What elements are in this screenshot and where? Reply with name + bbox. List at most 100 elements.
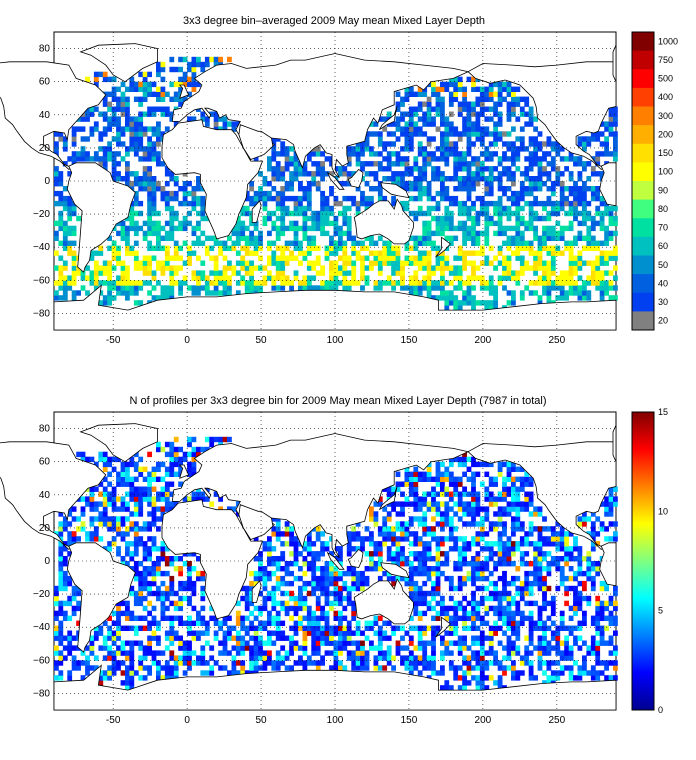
bin-cell (537, 541, 543, 547)
bin-cell (559, 205, 565, 212)
bin-cell (191, 250, 197, 256)
bin-cell (391, 541, 396, 547)
bin-cell (111, 660, 117, 666)
bin-cell (302, 640, 308, 646)
bin-cell (568, 240, 574, 246)
bin-cell (182, 580, 188, 587)
bin-cell (537, 556, 543, 562)
bin-cell (133, 630, 139, 636)
bin-cell (156, 265, 161, 271)
bin-cell (533, 225, 538, 232)
bin-cell (85, 156, 90, 162)
bin-cell (533, 675, 538, 681)
bin-cell (444, 131, 450, 137)
bin-cell (533, 546, 538, 552)
bin-cell (342, 625, 348, 631)
bin-cell (284, 650, 290, 656)
bin-cell (164, 230, 170, 237)
bin-cell (306, 610, 312, 617)
bin-cell (209, 655, 215, 661)
bin-cell (351, 580, 357, 587)
landmass (380, 182, 410, 199)
bin-cell (147, 200, 152, 207)
bin-cell (519, 171, 525, 177)
bin-cell (462, 181, 467, 187)
bin-cell (329, 551, 334, 557)
bin-cell (320, 580, 325, 587)
bin-cell (546, 200, 552, 207)
bin-cell (178, 645, 183, 651)
bin-cell (120, 285, 126, 291)
bin-cell (479, 680, 485, 686)
bin-cell (125, 506, 130, 512)
bin-cell (444, 466, 450, 472)
bin-cell (382, 526, 388, 532)
bin-cell (142, 156, 148, 162)
bin-cell (404, 181, 410, 187)
bin-cell (315, 225, 321, 232)
bin-cell (511, 101, 516, 107)
bin-cell (533, 511, 538, 517)
bin-cell (457, 575, 463, 582)
bin-cell (120, 670, 126, 676)
bin-cell (302, 210, 308, 217)
bin-cell (311, 556, 317, 562)
bin-cell (568, 210, 574, 217)
bin-cell (471, 205, 476, 212)
bin-cell (293, 551, 299, 557)
bin-cell (116, 456, 121, 463)
bin-cell (67, 635, 73, 641)
bin-cell (187, 61, 192, 68)
bin-cell (511, 146, 516, 152)
bin-cell (533, 506, 538, 512)
bin-cell (488, 190, 494, 197)
bin-cell (156, 230, 161, 237)
bin-cell (457, 86, 463, 92)
bin-cell (497, 496, 503, 502)
bin-cell (519, 220, 525, 227)
bin-cell (519, 245, 525, 251)
bin-cell (333, 225, 339, 232)
bin-cell (542, 205, 547, 212)
bin-cell (364, 275, 370, 281)
bin-cell (417, 566, 423, 572)
bin-cell (422, 590, 428, 597)
bin-cell (342, 585, 348, 592)
bin-cell (599, 171, 605, 177)
bin-cell (227, 235, 232, 241)
bin-cell (422, 280, 428, 286)
bin-cell (404, 501, 410, 507)
bin-cell (147, 491, 152, 497)
bin-cell (169, 81, 175, 88)
bin-cell (404, 96, 410, 102)
bin-cell (191, 436, 197, 443)
bin-cell (422, 511, 428, 517)
bin-cell (311, 570, 317, 577)
bin-cell (142, 126, 148, 132)
bin-cell (200, 496, 206, 502)
bin-cell (466, 521, 472, 527)
bin-cell (497, 466, 503, 472)
bin-cell (160, 605, 166, 612)
bin-cell (280, 200, 286, 207)
bin-cell (329, 650, 334, 656)
bin-cell (306, 156, 312, 162)
bin-cell (502, 166, 507, 172)
bin-cell (533, 116, 538, 122)
bin-cell (457, 481, 463, 487)
bin-cell (484, 215, 490, 222)
bin-cell (497, 210, 503, 217)
bin-cell (444, 615, 450, 621)
bin-cell (604, 290, 609, 296)
bin-cell (377, 235, 383, 241)
bin-cell (147, 141, 152, 147)
bin-cell (466, 645, 472, 651)
bin-cell (120, 496, 126, 502)
bin-cell (506, 580, 512, 587)
bin-cell (391, 580, 396, 587)
bin-cell (395, 265, 401, 271)
bin-cell (382, 166, 388, 172)
bin-cell (160, 285, 166, 291)
bin-cell (466, 610, 472, 617)
bin-cell (231, 665, 237, 671)
